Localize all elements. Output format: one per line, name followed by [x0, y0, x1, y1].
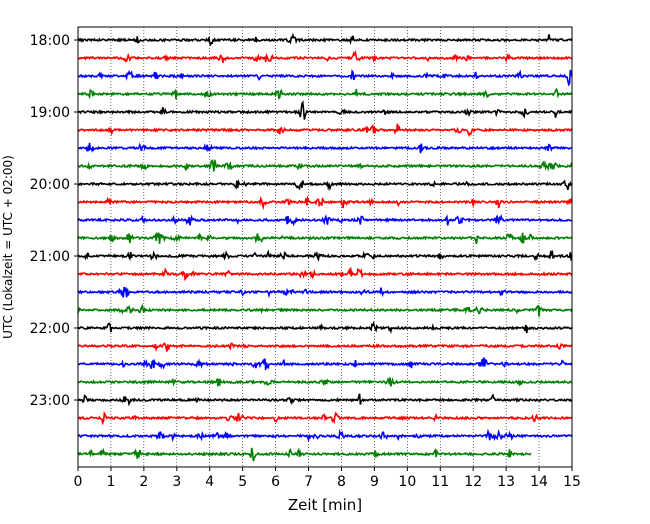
trace-line [77, 410, 573, 426]
x-tick-label: 1 [106, 474, 115, 490]
x-tick-label: 3 [172, 474, 181, 490]
trace-line [77, 267, 572, 282]
trace-line [77, 178, 573, 192]
x-tick-label: 13 [497, 474, 515, 490]
trace-line [77, 447, 532, 462]
x-tick-label: 6 [271, 474, 280, 490]
trace-line [77, 49, 573, 64]
y-axis-label: UTC (Lokalzeit = UTC + 02:00) [1, 155, 15, 339]
trace-line [77, 231, 573, 245]
trace-line [77, 342, 573, 352]
y-axis: 18:00 19:00 20:00 21:00 22:00 23:00 [30, 33, 78, 409]
trace-line [77, 357, 573, 370]
trace-line [77, 428, 573, 443]
x-tick-label: 14 [530, 474, 548, 490]
grid-layer [110, 27, 540, 467]
x-tick-label: 4 [205, 474, 214, 490]
x-tick-label: 8 [337, 474, 346, 490]
x-axis: 0 1 2 3 4 5 6 7 8 9 10 11 12 13 14 15 [74, 467, 581, 490]
trace-line [77, 249, 573, 263]
trace-line [77, 320, 573, 335]
trace-line [77, 142, 573, 154]
x-tick-label: 11 [431, 474, 449, 490]
trace-layer [77, 32, 573, 462]
trace-line [77, 123, 573, 137]
trace-line [77, 303, 573, 317]
trace-line [77, 32, 573, 47]
plot-frame [77, 26, 573, 468]
y-tick-label: 21:00 [30, 249, 70, 265]
trace-line [77, 286, 573, 299]
y-tick-label: 20:00 [30, 177, 70, 193]
x-tick-label: 5 [238, 474, 247, 490]
trace-line [77, 213, 573, 227]
x-tick-label: 7 [304, 474, 313, 490]
y-tick-label: 23:00 [30, 393, 70, 409]
trace-line [77, 159, 573, 172]
y-tick-label: 18:00 [30, 33, 70, 49]
x-tick-label: 0 [74, 474, 83, 490]
trace-line [77, 393, 573, 407]
trace-line [77, 100, 573, 120]
y-tick-label: 19:00 [30, 105, 70, 121]
y-tick-label: 22:00 [30, 321, 70, 337]
x-tick-label: 9 [370, 474, 379, 490]
trace-line [77, 377, 573, 387]
trace-line [77, 69, 573, 87]
trace-line [77, 195, 573, 211]
x-tick-label: 15 [563, 474, 581, 490]
x-tick-label: 12 [464, 474, 482, 490]
trace-line [77, 87, 573, 100]
x-axis-label: Zeit [min] [288, 496, 362, 514]
x-tick-label: 10 [398, 474, 416, 490]
x-tick-label: 2 [139, 474, 148, 490]
